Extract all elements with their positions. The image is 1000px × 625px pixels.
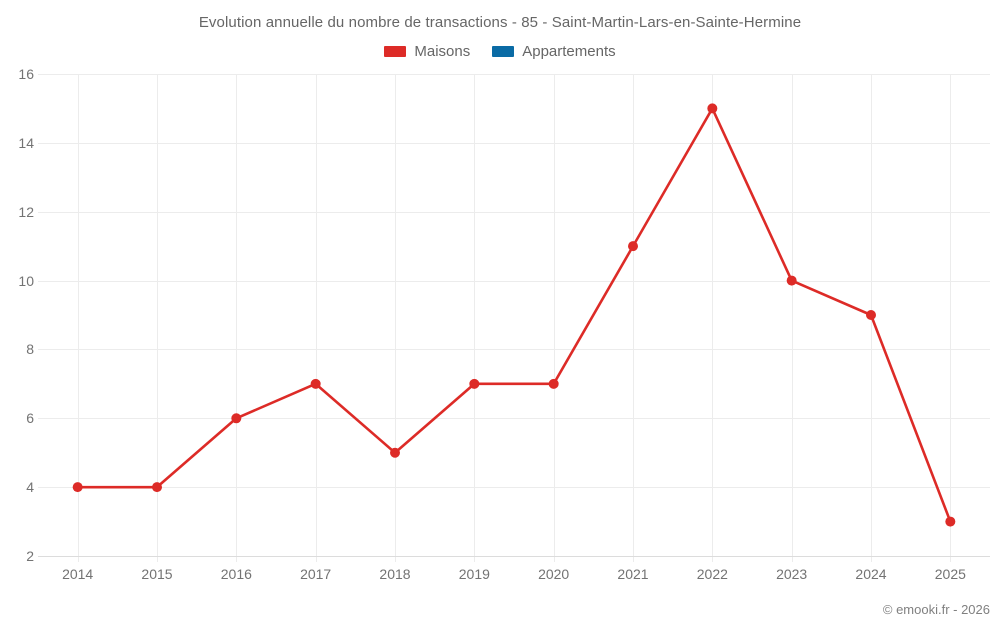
- x-axis-tick-label: 2025: [934, 566, 966, 582]
- x-axis-tick-label: 2018: [379, 566, 411, 582]
- legend-swatch-icon: [492, 46, 515, 57]
- y-axis-tick-label: 12: [18, 203, 34, 220]
- x-axis-tick-label: 2015: [141, 566, 173, 582]
- legend-item-maisons[interactable]: Maisons: [384, 44, 470, 59]
- x-axis-tick-label: 2021: [617, 566, 649, 582]
- x-axis-tick-label: 2024: [855, 566, 887, 582]
- legend-item-appartements[interactable]: Appartements: [492, 43, 616, 60]
- y-axis-tick-label: 14: [18, 134, 34, 151]
- x-axis-tick-label: 2020: [538, 566, 570, 582]
- gridline-horizontal: [38, 211, 990, 213]
- x-axis-tick-label: 2019: [458, 566, 490, 582]
- chart-title: Evolution annuelle du nombre de transact…: [198, 14, 802, 31]
- gridline-horizontal: [38, 142, 990, 144]
- y-axis-tick-label: 16: [18, 66, 34, 82]
- gridline-vertical: [236, 74, 238, 562]
- gridline-horizontal: [38, 487, 990, 489]
- gridline-vertical: [474, 74, 476, 562]
- gridline-horizontal: [38, 280, 990, 282]
- gridline-vertical: [871, 74, 872, 562]
- legend-swatch-icon: [384, 46, 407, 57]
- x-axis-tick-label: 2014: [62, 566, 94, 582]
- x-axis-tick-label: 2022: [696, 566, 728, 582]
- gridline-vertical: [712, 74, 714, 562]
- y-axis-tick-label: 8: [26, 341, 34, 358]
- legend-item-label: Maisons: [414, 43, 471, 60]
- x-axis-tick-label: 2016: [220, 566, 252, 582]
- gridline-vertical: [157, 74, 158, 562]
- copyright-credit: © emooki.fr - 2026: [882, 602, 990, 617]
- y-axis-tick-label: 6: [26, 410, 34, 427]
- y-axis-tick-labels: 2 4 6 8 10 12 14 16: [0, 0, 34, 625]
- y-axis-tick-label: 10: [18, 272, 34, 289]
- legend-item-label: Appartements: [522, 43, 616, 60]
- y-axis-tick-label: 4: [26, 479, 34, 496]
- gridline-vertical: [950, 74, 952, 562]
- gridline-vertical: [791, 74, 793, 562]
- gridline-horizontal: [38, 74, 990, 75]
- x-axis-tick-label: 2023: [776, 566, 808, 582]
- gridline-horizontal: [38, 418, 990, 420]
- gridline-vertical: [395, 74, 396, 562]
- gridline-vertical: [633, 74, 634, 562]
- gridline-vertical: [553, 74, 555, 562]
- y-axis-tick-label: 2: [26, 548, 34, 564]
- x-axis-line: [38, 556, 990, 557]
- gridline-vertical: [315, 74, 317, 562]
- plot-area: [38, 74, 990, 562]
- x-axis-tick-label: 2017: [300, 566, 332, 582]
- gridline-vertical: [77, 74, 79, 562]
- chart-legend: Maisons Appartements: [0, 44, 1000, 59]
- gridline-horizontal: [38, 349, 990, 351]
